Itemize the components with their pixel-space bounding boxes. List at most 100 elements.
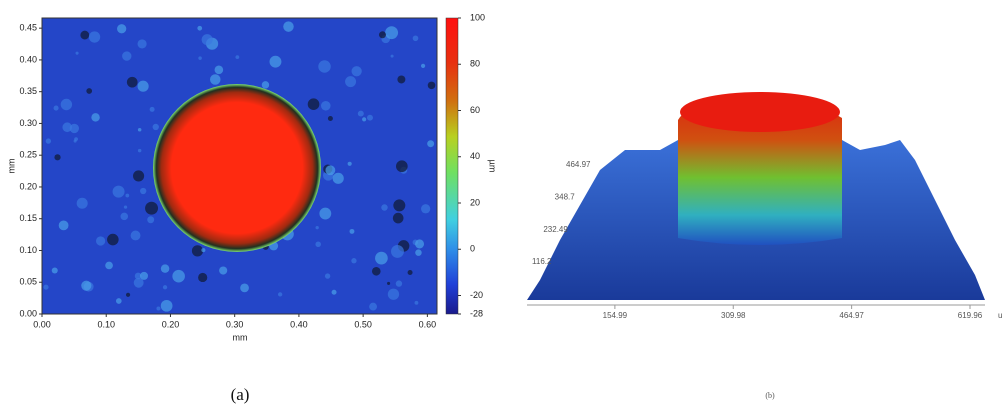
texture-spot: [73, 139, 77, 143]
x-tick-label: 0.40: [290, 319, 308, 329]
texture-spot: [75, 51, 79, 55]
panel-b: u (b) 154.99 309.98 464.97 619.96 116.2 232.4…: [527, 92, 1002, 400]
texture-spot: [137, 80, 149, 92]
texture-spot: [219, 266, 228, 275]
x-unit: u: [998, 311, 1002, 320]
caption: (b): [765, 391, 775, 400]
texture-spot: [351, 258, 357, 264]
texture-spot: [160, 264, 170, 273]
colorbar-tick-label: -28: [470, 308, 483, 318]
texture-spot: [319, 207, 332, 220]
texture-spot: [214, 65, 224, 75]
y-tick-label: 0.00: [19, 308, 37, 318]
y-tick-label: 0.15: [19, 213, 37, 223]
texture-spot: [140, 187, 147, 195]
texture-spot: [396, 160, 408, 173]
y-tick-label: 0.35: [19, 86, 37, 96]
y-tick-label: 0.30: [19, 118, 37, 128]
colorbar-tick-label: 80: [470, 59, 480, 69]
texture-spot: [318, 60, 331, 73]
texture-spot: [392, 212, 404, 224]
texture-spot: [397, 75, 406, 84]
colorbar-tick-label: 0: [470, 244, 475, 254]
texture-spot: [381, 204, 388, 211]
texture-spot: [156, 306, 161, 311]
y-tick-label: 0.05: [19, 277, 37, 287]
x-tick-label: 0.00: [33, 319, 51, 329]
texture-spot: [351, 66, 362, 77]
texture-spot: [415, 249, 422, 256]
texture-spot: [332, 172, 344, 184]
texture-spot: [51, 267, 58, 274]
texture-spot: [147, 216, 155, 224]
texture-spot: [347, 161, 352, 166]
y-tick-label: 0.25: [19, 150, 37, 160]
texture-spot: [122, 51, 132, 61]
y-tick-label: 0.10: [19, 245, 37, 255]
x-tick-label: 0.10: [97, 319, 115, 329]
texture-spot: [387, 288, 400, 300]
colorbar-label: µm: [488, 160, 498, 173]
texture-spot: [125, 193, 130, 198]
texture-spot: [81, 280, 92, 291]
texture-spot: [60, 98, 73, 111]
texture-spot: [315, 225, 319, 230]
texture-spot: [235, 55, 240, 60]
colorbar-tick-label: 100: [470, 12, 485, 22]
x-tick-label: 309.98: [721, 311, 746, 320]
x-tick-label: 0.30: [226, 319, 244, 329]
texture-spot: [371, 266, 381, 276]
texture-spot: [415, 239, 425, 249]
texture-spot: [345, 76, 357, 88]
x-tick-label: 0.60: [419, 319, 437, 329]
surface-peak: [678, 94, 842, 245]
texture-spot: [115, 298, 122, 304]
texture-spot: [209, 74, 221, 85]
y-tick-label: 0.40: [19, 54, 37, 64]
texture-spot: [172, 269, 185, 283]
texture-spot: [117, 24, 127, 34]
texture-spot: [86, 88, 93, 94]
texture-spot: [277, 292, 283, 297]
texture-spot: [69, 123, 80, 134]
y-tick-label: 0.20: [19, 181, 37, 191]
texture-spot: [378, 31, 386, 39]
caption: (a): [231, 385, 250, 404]
texture-spot: [201, 34, 213, 46]
texture-spot: [261, 81, 270, 89]
texture-spot: [395, 280, 403, 287]
x-tick-label: 0.20: [162, 319, 180, 329]
texture-spot: [120, 212, 129, 221]
texture-spot: [269, 55, 282, 68]
texture-spot: [160, 299, 173, 312]
texture-spot: [324, 273, 331, 279]
texture-spot: [283, 21, 294, 32]
texture-spot: [53, 105, 59, 111]
texture-spot: [201, 248, 206, 253]
colorbar: [445, 17, 459, 315]
texture-spot: [126, 76, 138, 88]
texture-spot: [366, 114, 373, 121]
texture-spot: [307, 98, 320, 111]
texture-spot: [125, 292, 131, 297]
texture-spot: [137, 39, 147, 49]
texture-spot: [412, 35, 419, 42]
texture-spot: [349, 228, 355, 234]
panel-a: mm mm µm (a) 0.00 0.10 0.20 0.30 0.40 0.50 0.6…: [6, 12, 497, 404]
texture-spot: [240, 283, 249, 293]
texture-spot: [420, 63, 426, 69]
texture-spot: [198, 272, 208, 283]
texture-spot: [137, 128, 142, 132]
texture-spot: [327, 115, 333, 121]
texture-spot: [140, 271, 149, 280]
texture-spot: [362, 117, 367, 122]
colorbar-tick-label: 60: [470, 105, 480, 115]
texture-spot: [133, 277, 144, 288]
texture-spot: [145, 201, 159, 215]
texture-spot: [134, 272, 142, 280]
texture-spot: [152, 123, 159, 131]
texture-spot: [325, 165, 336, 176]
texture-spot: [80, 30, 90, 40]
texture-spot: [421, 204, 431, 214]
texture-spot: [88, 31, 101, 43]
